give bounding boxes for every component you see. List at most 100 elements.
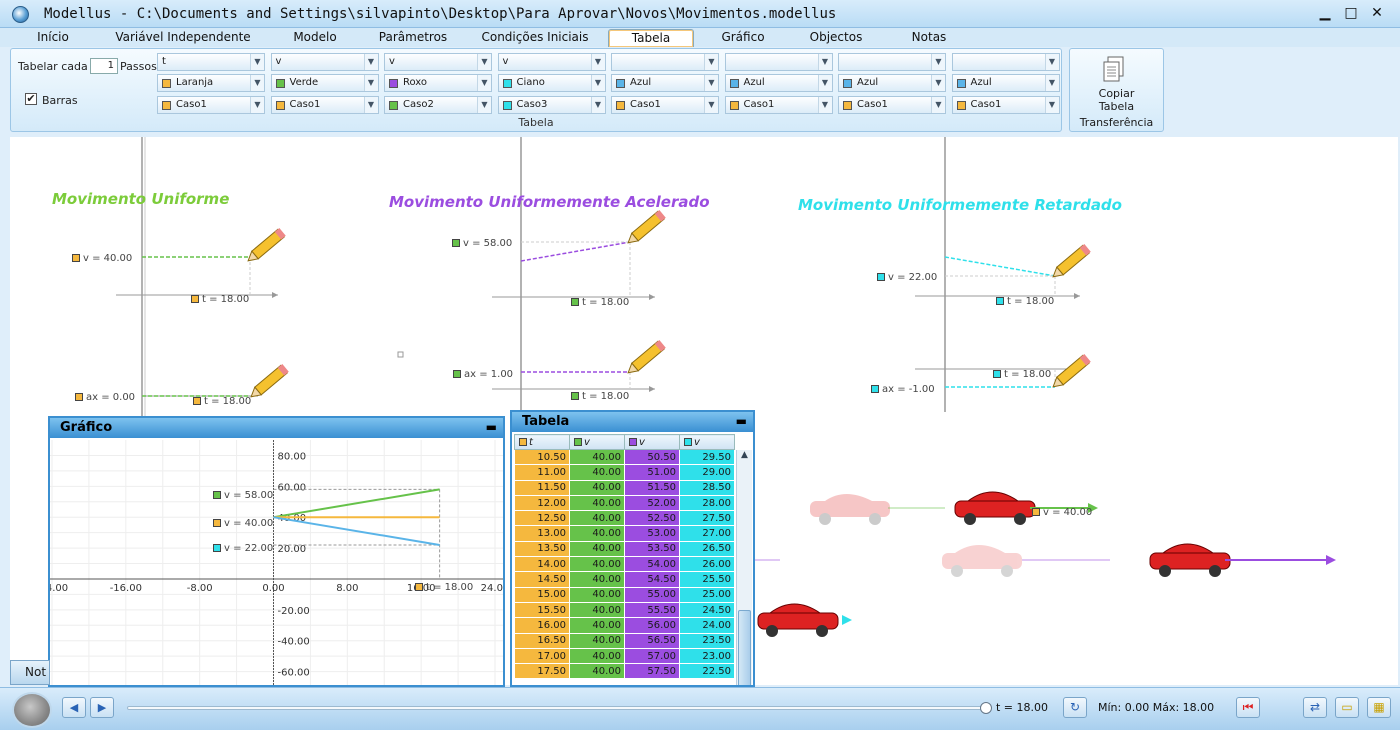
color-select-7[interactable]: Azul ▼ xyxy=(951,74,1060,92)
replay-icon[interactable]: ↻ xyxy=(1063,697,1087,718)
color-select-5[interactable]: Azul ▼ xyxy=(724,74,833,92)
chevron-down-icon[interactable]: ▼ xyxy=(250,97,264,113)
step-forward-icon[interactable]: ▶ xyxy=(90,697,114,718)
variable-select-0[interactable]: t ▼ xyxy=(157,53,265,71)
chevron-down-icon[interactable]: ▼ xyxy=(363,97,378,113)
chevron-down-icon[interactable]: ▼ xyxy=(590,75,605,91)
acelerado-v-label: v = 58.00 xyxy=(452,238,512,249)
step-back-icon[interactable]: ◀ xyxy=(62,697,86,718)
reset-to-start-icon[interactable]: ⏮ xyxy=(1236,697,1260,718)
chevron-down-icon[interactable]: ▼ xyxy=(931,54,945,70)
chevron-down-icon[interactable]: ▼ xyxy=(1044,75,1059,91)
chevron-down-icon[interactable]: ▼ xyxy=(1044,54,1059,70)
window-title: Modellus - C:\Documents and Settings\sil… xyxy=(44,6,837,22)
tabela-window-header[interactable]: Tabela ▬ xyxy=(512,412,753,432)
tab-modelo[interactable]: Modelo xyxy=(293,30,337,44)
copy-table-button[interactable]: Copiar Tabela xyxy=(1070,87,1163,113)
table-header[interactable]: v xyxy=(624,434,680,450)
variable-select-1[interactable]: v ▼ xyxy=(270,53,379,71)
case-select-7[interactable]: Caso1 ▼ xyxy=(951,96,1060,114)
table-scrollbar[interactable]: ▲ xyxy=(736,450,752,685)
grafico-window-header[interactable]: Gráfico ▬ xyxy=(50,418,503,438)
chevron-down-icon[interactable]: ▼ xyxy=(363,75,378,91)
tab-inicio[interactable]: Início xyxy=(37,30,69,44)
close-button[interactable]: ✕ xyxy=(1371,5,1383,21)
modellus-app-icon[interactable] xyxy=(12,6,29,23)
color-select-6[interactable]: Azul ▼ xyxy=(838,74,946,92)
tabela-title: Tabela xyxy=(522,414,570,429)
case-select-3[interactable]: Caso3 ▼ xyxy=(497,96,606,114)
barras-checkbox[interactable]: ✔ xyxy=(25,92,37,105)
grafico-window[interactable]: Gráfico▬ -24.00-16.00-8.000.008.0016.002… xyxy=(48,416,505,687)
tab-objectos[interactable]: Objectos xyxy=(809,30,863,44)
variable-select-2[interactable]: v ▼ xyxy=(384,53,492,71)
variable-select-7[interactable]: ▼ xyxy=(951,53,1060,71)
copy-table-icon[interactable] xyxy=(1102,56,1126,84)
chevron-down-icon[interactable]: ▼ xyxy=(477,97,491,113)
grid-view-icon[interactable]: ▦ xyxy=(1367,697,1391,718)
tabelar-passos-input[interactable]: 1 xyxy=(90,58,118,74)
tab-variavel-independente[interactable]: Variável Independente xyxy=(115,30,251,44)
restore-button[interactable]: □ xyxy=(1344,5,1358,21)
chevron-down-icon[interactable]: ▼ xyxy=(1044,97,1059,113)
case-select-1[interactable]: Caso1 ▼ xyxy=(270,96,379,114)
chevron-down-icon[interactable]: ▼ xyxy=(817,54,832,70)
case-select-4[interactable]: Caso1 ▼ xyxy=(611,96,719,114)
play-button[interactable] xyxy=(12,692,52,728)
notas-window-tab[interactable]: Not xyxy=(10,660,50,685)
tab-notas[interactable]: Notas xyxy=(911,30,947,44)
tab-parametros[interactable]: Parâmetros xyxy=(378,30,448,44)
table-header[interactable]: t xyxy=(514,434,570,450)
color-select-4[interactable]: Azul ▼ xyxy=(611,74,719,92)
variable-select-5[interactable]: ▼ xyxy=(724,53,833,71)
table-header[interactable]: v xyxy=(679,434,735,450)
table-header[interactable]: v xyxy=(569,434,625,450)
layout-switch-icon[interactable]: ⇄ xyxy=(1303,697,1327,718)
color-select-0[interactable]: Laranja ▼ xyxy=(157,74,265,92)
color-select-1[interactable]: Verde ▼ xyxy=(270,74,379,92)
case-select-5[interactable]: Caso1 ▼ xyxy=(724,96,833,114)
minimize-button[interactable]: ▁ xyxy=(1319,5,1331,21)
color-select-3[interactable]: Ciano ▼ xyxy=(497,74,606,92)
tabela-minimize-button[interactable]: ▬ xyxy=(735,414,747,428)
scroll-thumb[interactable] xyxy=(738,610,751,685)
chevron-down-icon[interactable]: ▼ xyxy=(931,97,945,113)
tab-grafico[interactable]: Gráfico xyxy=(721,30,765,44)
variable-select-4[interactable]: ▼ xyxy=(611,53,719,71)
color-select-2[interactable]: Roxo ▼ xyxy=(384,74,492,92)
chevron-down-icon[interactable]: ▼ xyxy=(250,75,264,91)
time-slider-knob[interactable] xyxy=(980,702,992,714)
select-value: Caso3 xyxy=(516,99,548,110)
chevron-down-icon[interactable]: ▼ xyxy=(817,75,832,91)
case-select-6[interactable]: Caso1 ▼ xyxy=(838,96,946,114)
variable-select-3[interactable]: v ▼ xyxy=(497,53,606,71)
scroll-up-icon[interactable]: ▲ xyxy=(741,450,748,460)
chevron-down-icon[interactable]: ▼ xyxy=(590,97,605,113)
case-select-2[interactable]: Caso2 ▼ xyxy=(384,96,492,114)
chevron-down-icon[interactable]: ▼ xyxy=(477,54,491,70)
chevron-down-icon[interactable]: ▼ xyxy=(704,54,718,70)
y-tick-label: 80.00 xyxy=(278,451,307,462)
tab-condicoes-iniciais[interactable]: Condições Iniciais xyxy=(481,30,589,44)
case-select-0[interactable]: Caso1 ▼ xyxy=(157,96,265,114)
x-tick-label: -24.00 xyxy=(50,583,68,594)
chevron-down-icon[interactable]: ▼ xyxy=(931,75,945,91)
tab-tabela[interactable]: Tabela xyxy=(608,29,694,47)
chevron-down-icon[interactable]: ▼ xyxy=(363,54,378,70)
select-value: Azul xyxy=(743,77,765,88)
chevron-down-icon[interactable]: ▼ xyxy=(817,97,832,113)
grafico-minimize-button[interactable]: ▬ xyxy=(485,420,497,434)
car-uniforme-icon xyxy=(954,491,1036,525)
table-row: 11.50 40.00 51.50 28.50 xyxy=(514,479,735,496)
chevron-down-icon[interactable]: ▼ xyxy=(704,97,718,113)
chevron-down-icon[interactable]: ▼ xyxy=(590,54,605,70)
chevron-down-icon[interactable]: ▼ xyxy=(477,75,491,91)
grafico-plot[interactable]: -24.00-16.00-8.000.008.0016.0024.0080.00… xyxy=(50,440,503,687)
chevron-down-icon[interactable]: ▼ xyxy=(704,75,718,91)
notes-view-icon[interactable]: ▭ xyxy=(1335,697,1359,718)
color-swatch xyxy=(502,79,512,88)
chevron-down-icon[interactable]: ▼ xyxy=(250,54,264,70)
time-slider[interactable] xyxy=(127,702,992,714)
variable-select-6[interactable]: ▼ xyxy=(838,53,946,71)
